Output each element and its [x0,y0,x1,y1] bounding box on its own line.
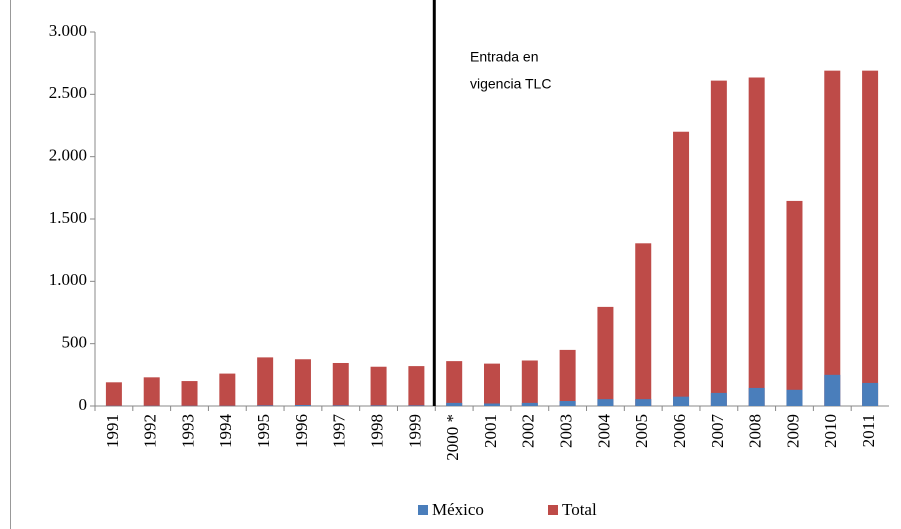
bar [673,131,690,406]
bar [446,402,463,406]
bar [862,70,879,406]
bar [219,373,236,406]
bar [332,362,349,406]
bar [786,389,803,406]
bar [635,243,652,406]
bar [559,401,576,406]
bar [370,405,387,406]
x-tick-label: 1997 [330,414,349,449]
bar [748,77,765,407]
bar [257,405,274,406]
x-tick-label: 1999 [405,414,424,448]
x-tick-label: 2006 [670,414,689,448]
bar [370,366,387,406]
x-tick-label: 2010 [821,414,840,448]
annotation: vigencia TLC [470,76,551,92]
y-tick-label: 0 [79,395,88,414]
bar [484,363,500,406]
bar [824,374,841,406]
bar [748,387,765,406]
bar [597,306,614,406]
x-tick-label: 2007 [708,414,727,449]
bar [786,200,803,406]
bar [257,357,274,406]
bar [143,377,160,406]
bar [446,361,463,406]
bar [521,360,538,406]
bar [484,403,500,406]
bar [673,396,690,406]
legend-label: México [432,500,484,519]
y-tick-label: 2.000 [49,146,87,165]
x-tick-label: 1991 [103,414,122,448]
x-tick-label: 2004 [594,414,613,449]
bar [710,392,727,406]
y-tick-label: 500 [62,333,88,352]
bar [181,381,198,406]
y-tick-label: 1.500 [49,208,87,227]
legend-swatch [418,505,428,515]
y-tick-label: 1.000 [49,270,87,289]
x-tick-label: 1995 [254,414,273,448]
chart-frame [10,0,11,529]
bar [408,405,425,406]
x-tick-label: 1998 [367,414,386,448]
bar [824,70,841,406]
bar [294,405,311,406]
x-tick-label: 2000 * [443,414,462,461]
x-tick-label: 2011 [859,414,878,447]
x-tick-label: 2008 [746,414,765,448]
bar [597,399,614,406]
bar [332,405,349,406]
x-tick-label: 2009 [783,414,802,448]
x-tick-label: 1996 [292,414,311,448]
x-tick-label: 1994 [216,414,235,449]
x-tick-label: 1993 [178,414,197,448]
bar [862,382,879,406]
x-tick-label: 2002 [519,414,538,448]
annotation: Entrada en [470,49,539,65]
bar [105,382,122,406]
bar [294,359,311,406]
y-tick-label: 3.000 [49,21,87,40]
y-tick-label: 2.500 [49,83,87,102]
bar [710,80,727,407]
legend-label: Total [562,500,597,519]
bar [635,399,652,406]
bar [408,366,425,406]
legend-swatch [548,505,558,515]
x-tick-label: 1992 [141,414,160,448]
bar [559,349,576,406]
x-tick-label: 2001 [481,414,500,448]
x-tick-label: 2003 [557,414,576,448]
x-tick-label: 2005 [632,414,651,448]
bar [521,402,538,406]
